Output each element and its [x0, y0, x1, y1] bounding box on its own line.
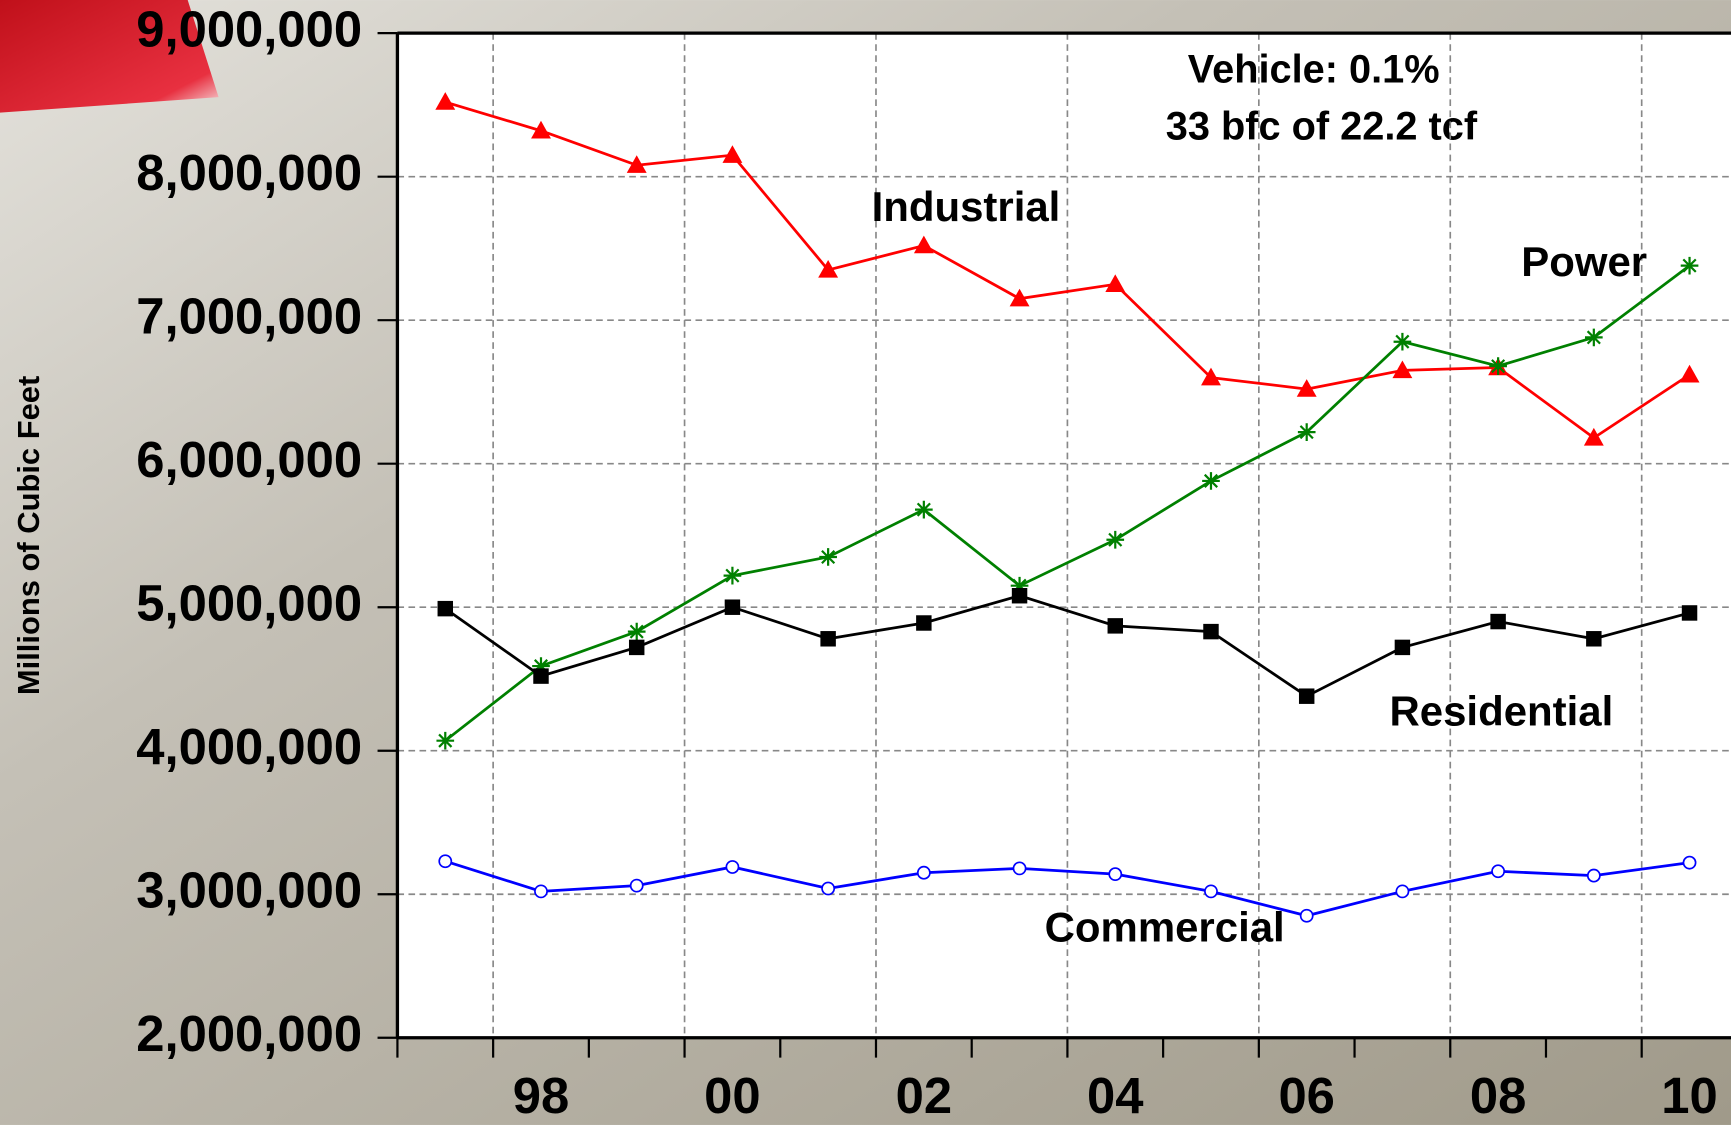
marker	[1681, 605, 1698, 621]
series-label: Power	[1521, 238, 1647, 285]
marker	[1491, 864, 1506, 879]
marker	[722, 145, 743, 163]
marker	[1680, 256, 1699, 275]
y-tick-label: 8,000,000	[136, 144, 362, 201]
marker	[1299, 908, 1314, 923]
x-tick-label: 02	[896, 1067, 952, 1124]
marker	[820, 631, 836, 647]
marker	[1106, 530, 1125, 549]
marker	[916, 615, 932, 631]
y-tick-label: 3,000,000	[136, 862, 362, 919]
y-tick-label: 5,000,000	[136, 575, 362, 632]
plot: 2,000,000 3,000,000 4,000,000 5,000,000 6,00…	[136, 1, 1731, 1124]
annotation: 33 bfc of 22.2 tcf	[1166, 105, 1478, 149]
marker	[532, 657, 550, 675]
y-axis-label: Millions of Cubic Feet	[11, 376, 46, 695]
marker	[1107, 618, 1123, 634]
marker	[1009, 288, 1030, 307]
marker	[1011, 588, 1028, 604]
series-line	[444, 264, 1691, 742]
marker	[533, 668, 549, 684]
marker	[1682, 855, 1697, 870]
y-tick-label: 4,000,000	[136, 718, 362, 775]
series-label: Residential	[1390, 687, 1614, 734]
marker	[1298, 688, 1315, 704]
x-tick-label: 98	[513, 1067, 569, 1124]
marker	[1201, 367, 1221, 386]
marker	[819, 548, 837, 566]
marker	[1108, 867, 1123, 882]
x-tick-label: 04	[1087, 1067, 1143, 1124]
y-tick-label: 9,000,000	[136, 1, 362, 58]
corner-decoration	[0, 0, 219, 113]
marker	[1583, 427, 1604, 446]
marker	[1394, 639, 1411, 656]
series-line	[444, 594, 1690, 698]
marker	[723, 566, 742, 585]
marker	[438, 854, 453, 869]
marker	[629, 878, 644, 893]
marker	[1586, 868, 1601, 883]
marker	[1395, 884, 1410, 899]
marker	[1393, 332, 1412, 351]
marker	[1489, 357, 1507, 375]
marker	[1586, 631, 1602, 647]
marker	[915, 500, 933, 519]
y-tick-label: 6,000,000	[136, 431, 362, 488]
marker	[1296, 379, 1317, 397]
marker	[1204, 884, 1218, 899]
marker	[1297, 423, 1316, 441]
marker	[1203, 623, 1219, 640]
marker	[916, 865, 931, 880]
x-tick-label: 06	[1278, 1067, 1334, 1124]
marker	[1202, 472, 1220, 490]
marker	[913, 235, 934, 254]
marker	[818, 260, 839, 278]
marker	[627, 622, 646, 641]
marker	[1392, 360, 1413, 379]
marker	[435, 92, 456, 110]
series-line	[444, 100, 1691, 440]
marker	[534, 884, 548, 899]
x-tick-label: 08	[1470, 1067, 1526, 1124]
series-label: Commercial	[1045, 904, 1285, 951]
x-tick-label: 00	[704, 1067, 760, 1124]
marker	[1010, 576, 1029, 595]
annotation: Vehicle: 0.1%	[1188, 47, 1440, 91]
y-tick-label: 7,000,000	[136, 288, 362, 345]
marker	[436, 731, 455, 750]
x-tick-label: 10	[1661, 1067, 1717, 1124]
series-label: Industrial	[872, 183, 1061, 230]
marker	[1012, 861, 1027, 876]
marker	[821, 881, 836, 896]
marker	[1490, 613, 1506, 630]
y-tick-label: 2,000,000	[136, 1005, 362, 1062]
marker	[437, 600, 454, 617]
marker	[725, 860, 740, 874]
marker	[1585, 328, 1603, 347]
marker	[626, 155, 647, 173]
marker	[1105, 274, 1126, 293]
marker	[531, 120, 551, 139]
marker	[1679, 364, 1700, 383]
marker	[628, 639, 645, 656]
marker	[724, 599, 741, 615]
series-line	[444, 859, 1690, 918]
